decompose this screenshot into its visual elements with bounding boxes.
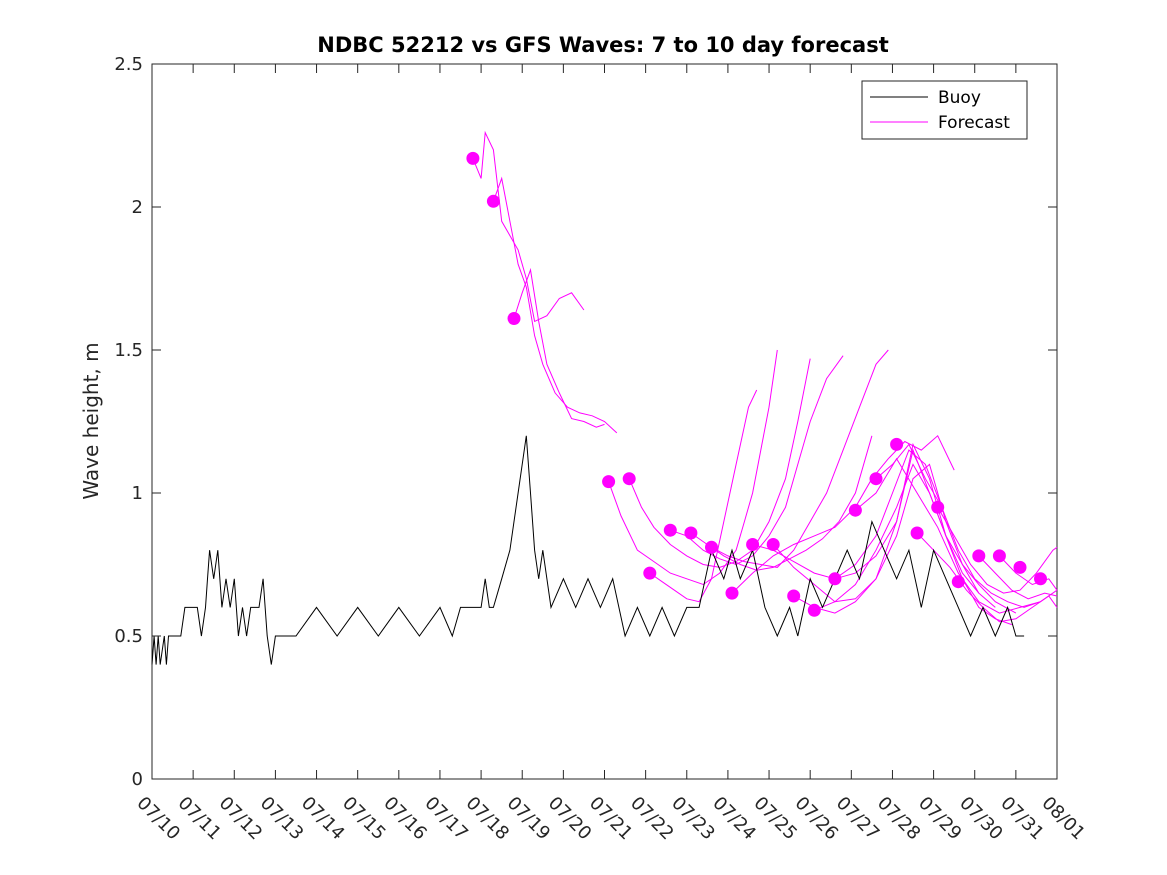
forecast-line [513, 267, 605, 428]
forecast-marker [1013, 560, 1027, 574]
forecast-marker [951, 575, 965, 589]
y-axis-label: Wave height, m [79, 342, 103, 499]
y-tick-label: 0 [132, 769, 143, 790]
y-tick-label: 1.5 [114, 340, 143, 361]
forecast-marker [992, 549, 1006, 563]
legend-box [861, 80, 1028, 140]
chart-title: NDBC 52212 vs GFS Waves: 7 to 10 day for… [317, 33, 888, 57]
forecast-marker [507, 312, 521, 325]
forecast-line [772, 463, 980, 603]
forecast-line [793, 442, 996, 614]
forecast-line [916, 532, 1058, 623]
forecast-marker [705, 540, 718, 554]
forecast-line [937, 507, 1058, 594]
buoy-line [151, 435, 1025, 665]
legend-forecast-label: Forecast [938, 113, 1010, 133]
forecast-marker [622, 472, 636, 486]
series-layer [151, 130, 1058, 665]
forecast-marker [869, 472, 883, 486]
forecast-line [855, 457, 1041, 614]
forecast-line [492, 176, 618, 434]
forecast-line [670, 355, 844, 566]
y-tick-label: 2 [132, 197, 143, 218]
y-tick-label: 1 [132, 483, 143, 504]
forecast-marker [766, 538, 780, 551]
forecast-line [472, 130, 585, 323]
forecast-line [711, 349, 889, 568]
marker-layer [466, 151, 1047, 617]
forecast-marker [602, 475, 616, 489]
forecast-marker [828, 572, 842, 586]
forecast-marker [787, 589, 801, 603]
forecast-marker [910, 526, 924, 540]
forecast-marker [643, 566, 657, 580]
forecast-line [814, 463, 1017, 614]
y-axis: 0 0.5 1 1.5 2 2.5 [114, 54, 1057, 790]
forecast-marker [807, 603, 821, 617]
forecast-marker [848, 503, 862, 517]
forecast-marker [931, 500, 945, 514]
forecast-line [875, 443, 1058, 608]
forecast-marker [466, 151, 480, 165]
forecast-marker [746, 538, 760, 551]
legend: Buoy Forecast [861, 80, 1028, 140]
forecast-marker [1034, 572, 1047, 586]
forecast-line [978, 555, 1058, 600]
forecast-marker [972, 549, 986, 563]
y-tick-label: 2.5 [114, 54, 143, 75]
legend-buoy-label: Buoy [938, 88, 981, 108]
forecast-line [649, 389, 758, 603]
forecast-line [628, 358, 811, 568]
forecast-marker [486, 194, 500, 208]
y-tick-label: 0.5 [114, 626, 143, 647]
forecast-line [999, 555, 1058, 591]
forecast-marker [684, 526, 698, 540]
forecast-marker [725, 586, 739, 600]
forecast-marker [890, 437, 904, 451]
forecast-marker [663, 523, 677, 537]
